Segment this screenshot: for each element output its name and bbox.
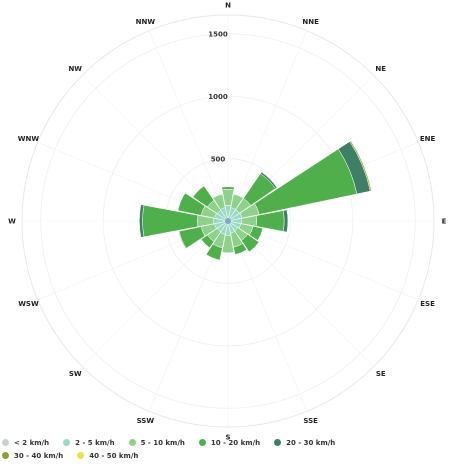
legend-label: 30 - 40 km/h: [14, 451, 64, 460]
grid-spoke: [82, 220, 229, 367]
legend-swatch: [274, 439, 282, 446]
legend-swatch: [198, 439, 206, 446]
legend-row-2: 30 - 40 km/h 40 - 50 km/h: [2, 449, 454, 462]
ring-tick-label: 1500: [208, 31, 228, 39]
legend-swatch: [63, 439, 71, 446]
direction-label: E: [442, 218, 447, 226]
direction-label: SSE: [303, 417, 318, 425]
bar-segment: [241, 234, 260, 253]
bar-segment: [282, 209, 289, 233]
legend-item: 20 - 30 km/h: [274, 439, 335, 447]
direction-label: SE: [376, 370, 386, 378]
legend-item: 5 - 10 km/h: [128, 438, 185, 447]
legend-item: 10 - 20 km/h: [198, 438, 261, 447]
bar-segment: [178, 230, 187, 249]
center-marker: [225, 218, 231, 224]
grid-spoke: [227, 30, 308, 222]
chart-labels: 500 1000 1500 N NNE NE ENE E ESE SE SSE S SSW SW WSW W W…: [8, 2, 446, 442]
bar-segment: [205, 243, 223, 261]
direction-label: SSW: [137, 417, 155, 425]
ring-tick-label: 1000: [208, 93, 228, 101]
bar-segment: [221, 234, 235, 254]
direction-label: NE: [375, 65, 386, 73]
legend-swatch: [2, 452, 9, 459]
bar-segment: [192, 185, 215, 208]
direction-label: S: [225, 434, 230, 442]
direction-label: NW: [68, 65, 82, 73]
chart-bars: [139, 140, 373, 261]
bar-segment: [249, 225, 264, 241]
legend-item: 40 - 50 km/h: [77, 452, 138, 460]
legend-label: 10 - 20 km/h: [210, 438, 261, 447]
legend-swatch: [128, 439, 136, 446]
legend-row-1: < 2 km/h 2 - 5 km/h 5 - 10 km/h 10 - 20 …: [2, 436, 454, 449]
legend-swatch: [77, 452, 85, 459]
bar-segment: [260, 171, 278, 189]
bar-segment: [233, 243, 248, 255]
legend-item: 30 - 40 km/h: [2, 452, 63, 460]
legend-label: < 2 km/h: [14, 438, 50, 447]
direction-label: SW: [69, 370, 82, 378]
direction-label: NNE: [302, 18, 319, 26]
bar-segment: [350, 140, 373, 192]
direction-label: NNW: [136, 18, 156, 26]
bar-segment: [212, 193, 226, 210]
legend-label: 40 - 50 km/h: [89, 451, 139, 460]
grid-spoke: [148, 30, 229, 222]
bar-segment: [139, 204, 145, 238]
direction-label: ESE: [420, 300, 435, 308]
ring-tick-label: 500: [211, 156, 226, 164]
direction-label: W: [8, 218, 16, 226]
chart-legend: < 2 km/h 2 - 5 km/h 5 - 10 km/h 10 - 20 …: [2, 436, 454, 464]
direction-label: N: [225, 2, 231, 10]
bar-segment: [221, 186, 235, 191]
legend-label: 5 - 10 km/h: [140, 438, 185, 447]
bar-segment: [200, 234, 215, 249]
legend-item: < 2 km/h: [2, 439, 49, 447]
bar-segment: [178, 226, 206, 249]
legend-label: 20 - 30 km/h: [286, 438, 336, 447]
direction-label: WNW: [18, 135, 40, 143]
direction-label: ENE: [420, 135, 436, 143]
direction-label: WSW: [18, 300, 39, 308]
legend-item: 2 - 5 km/h: [63, 438, 115, 447]
bar-segment: [230, 193, 244, 210]
legend-swatch: [2, 439, 9, 446]
legend-label: 2 - 5 km/h: [75, 438, 115, 447]
bar-segment: [177, 192, 206, 216]
